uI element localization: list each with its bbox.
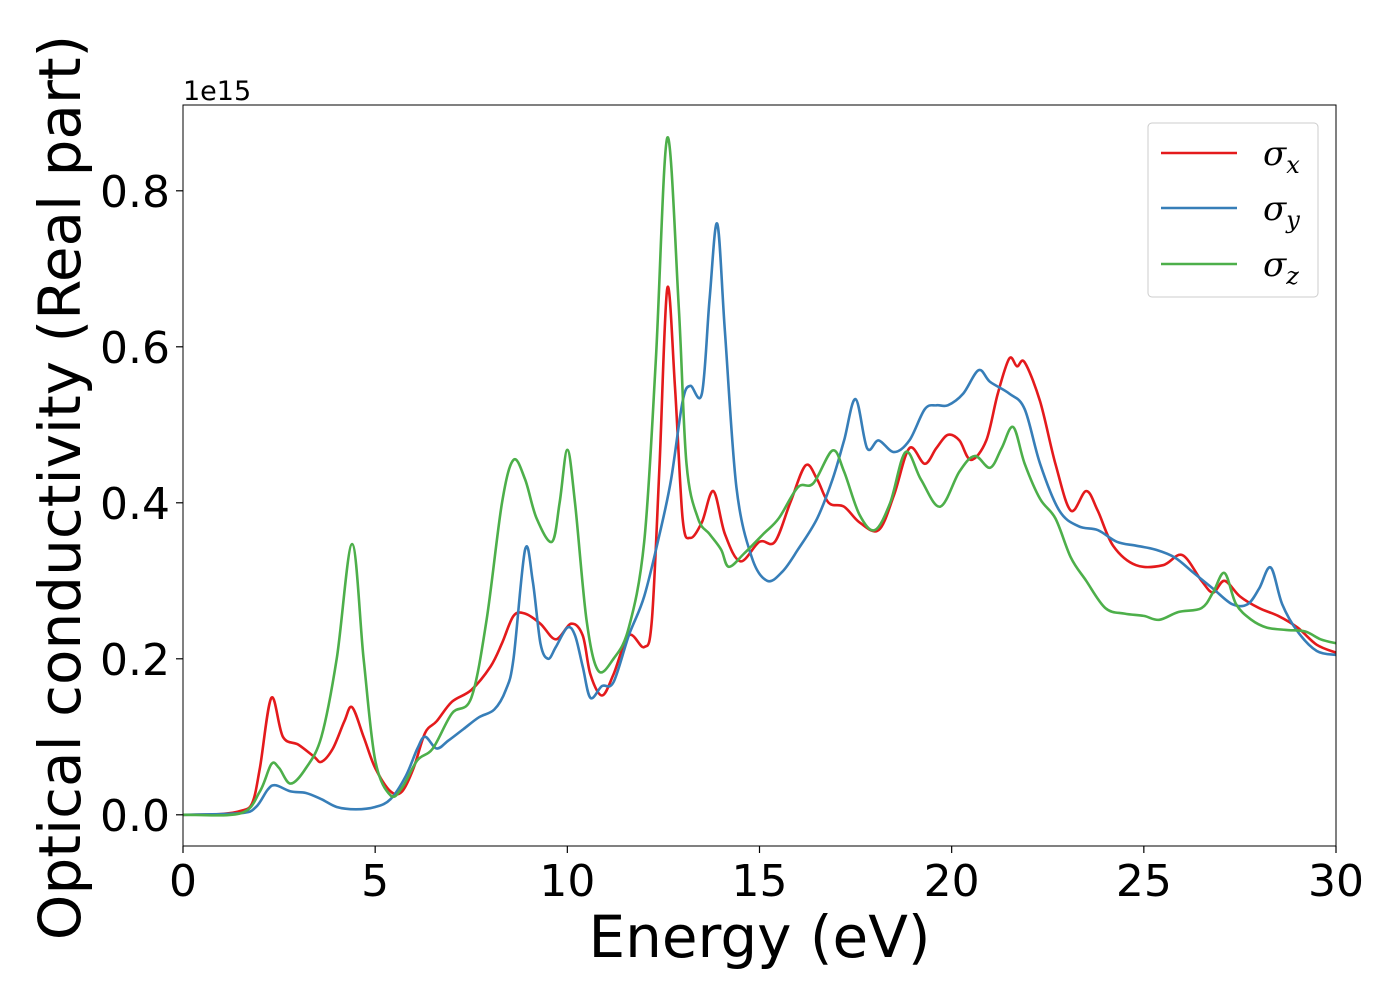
x-tick-label: 10: [539, 856, 595, 907]
y-tick-label: 0.0: [100, 791, 170, 842]
tick-layer: 0 5 10 15 20 25 30 0.0 0.2 0.4 0.6 0.8: [100, 167, 1364, 907]
legend-box: [1147, 122, 1319, 298]
x-axis-label: Energy (eV): [588, 903, 930, 971]
x-tick-label: 0: [169, 856, 197, 907]
y-tick-label: 0.6: [100, 323, 170, 374]
legend-label-x: σx: [1263, 134, 1300, 179]
x-tick-label: 20: [924, 856, 980, 907]
y-tick-label: 0.8: [100, 167, 170, 218]
x-tick-label: 25: [1116, 856, 1172, 907]
y-offset-label: 1e15: [183, 76, 251, 107]
series-line-x: [183, 285, 1336, 817]
series-line-y: [183, 222, 1336, 817]
y-tick-label: 0.4: [100, 479, 170, 530]
x-tick-label: 30: [1308, 856, 1364, 907]
y-tick-label: 0.2: [100, 635, 170, 686]
legend: σx σy σz: [1147, 122, 1319, 298]
x-tick-label: 15: [732, 856, 788, 907]
series-line-z: [183, 136, 1336, 817]
y-axis-label: Optical conductivity (Real part): [26, 35, 94, 940]
series-layer: [183, 136, 1336, 817]
legend-label-y: σy: [1263, 189, 1300, 234]
legend-label-z: σz: [1263, 245, 1299, 290]
x-tick-label: 5: [361, 856, 389, 907]
